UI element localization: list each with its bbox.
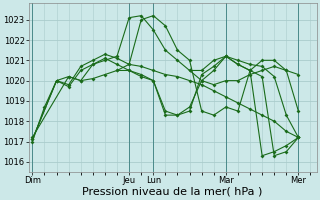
X-axis label: Pression niveau de la mer( hPa ): Pression niveau de la mer( hPa ): [83, 187, 263, 197]
